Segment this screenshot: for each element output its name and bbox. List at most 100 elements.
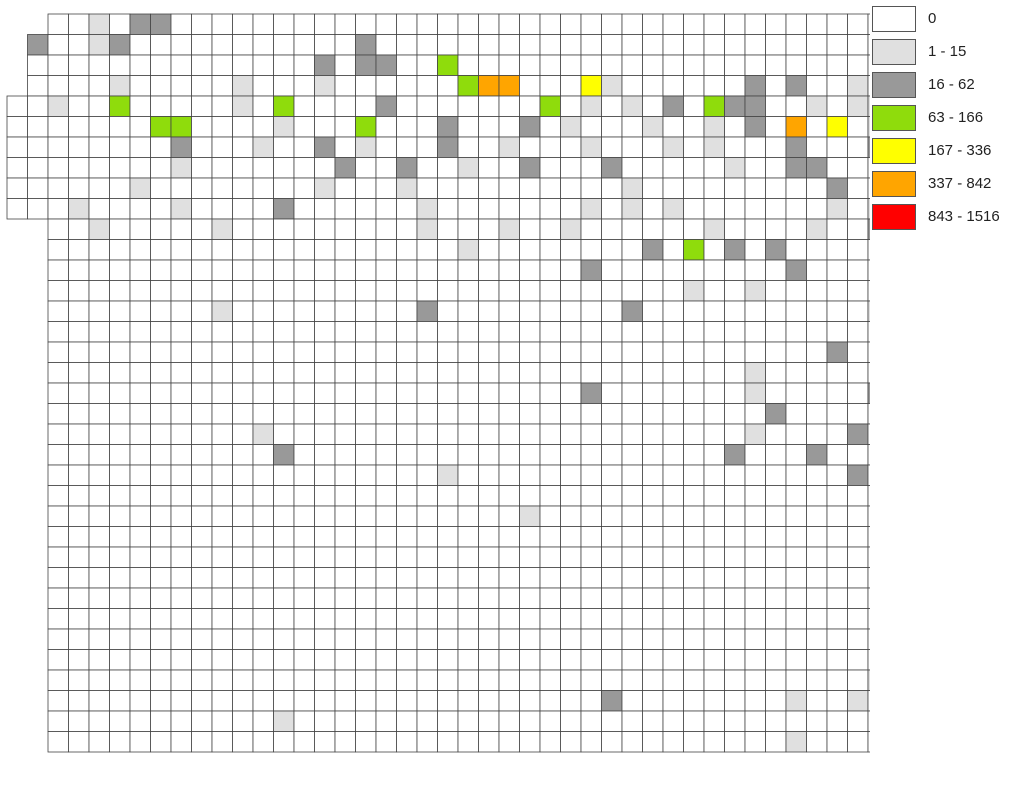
grid-cell	[170, 464, 192, 486]
grid-cell	[191, 587, 213, 609]
grid-cell	[519, 34, 541, 56]
grid-cell	[232, 587, 254, 609]
grid-cell	[211, 280, 233, 302]
grid-cell	[519, 649, 541, 671]
grid-cell	[109, 136, 131, 158]
grid-cell	[150, 567, 172, 589]
grid-cell	[273, 13, 295, 35]
grid-cell	[621, 423, 643, 445]
grid-cell	[703, 75, 725, 97]
grid-cell	[416, 300, 438, 322]
grid-cell	[744, 567, 766, 589]
grid-cell	[826, 34, 848, 56]
grid-cell	[170, 341, 192, 363]
grid-cell	[662, 628, 684, 650]
grid-cell	[580, 321, 602, 343]
grid-cell	[416, 239, 438, 261]
grid-cell	[129, 628, 151, 650]
grid-cell	[642, 526, 664, 548]
grid-cell	[68, 34, 90, 56]
grid-cell	[724, 177, 746, 199]
grid-cell	[560, 218, 582, 240]
choropleth-grid-map	[6, 13, 870, 753]
grid-cell	[457, 341, 479, 363]
grid-cell	[744, 464, 766, 486]
grid-cell	[867, 75, 870, 97]
grid-cell	[683, 136, 705, 158]
grid-cell	[785, 649, 807, 671]
grid-cell	[560, 546, 582, 568]
grid-cell	[109, 218, 131, 240]
grid-cell	[109, 444, 131, 466]
grid-cell	[457, 300, 479, 322]
grid-cell	[498, 157, 520, 179]
grid-cell	[662, 464, 684, 486]
grid-cell	[498, 444, 520, 466]
grid-cell	[375, 546, 397, 568]
grid-cell	[355, 34, 377, 56]
grid-cell	[601, 157, 623, 179]
grid-cell	[314, 280, 336, 302]
grid-cell	[867, 136, 870, 158]
grid-cell	[68, 690, 90, 712]
grid-cell	[396, 136, 418, 158]
grid-cell	[68, 362, 90, 384]
grid-cell	[765, 444, 787, 466]
grid-cell	[457, 198, 479, 220]
grid-cell	[601, 669, 623, 691]
grid-cell	[580, 485, 602, 507]
grid-cell	[437, 341, 459, 363]
grid-cell	[293, 382, 315, 404]
grid-cell	[47, 505, 69, 527]
grid-cell	[293, 34, 315, 56]
grid-cell	[724, 690, 746, 712]
grid-cell	[232, 341, 254, 363]
grid-cell	[765, 485, 787, 507]
grid-cell	[683, 382, 705, 404]
grid-cell	[191, 157, 213, 179]
grid-cell	[826, 136, 848, 158]
grid-cell	[334, 628, 356, 650]
grid-cell	[211, 54, 233, 76]
grid-cell	[68, 649, 90, 671]
grid-cell	[580, 731, 602, 753]
grid-cell	[785, 177, 807, 199]
grid-cell	[498, 628, 520, 650]
grid-cell	[826, 464, 848, 486]
legend-swatch	[872, 105, 916, 131]
grid-cell	[601, 587, 623, 609]
grid-cell	[47, 239, 69, 261]
grid-cell	[539, 177, 561, 199]
grid-cell	[314, 239, 336, 261]
grid-cell	[867, 669, 870, 691]
grid-cell	[170, 136, 192, 158]
grid-cell	[252, 526, 274, 548]
grid-cell	[519, 710, 541, 732]
grid-cell	[68, 300, 90, 322]
grid-cell	[642, 423, 664, 445]
grid-cell	[293, 280, 315, 302]
grid-cell	[211, 239, 233, 261]
grid-cell	[580, 341, 602, 363]
grid-cell	[88, 239, 110, 261]
grid-cell	[765, 669, 787, 691]
grid-cell	[867, 567, 870, 589]
grid-cell	[211, 649, 233, 671]
grid-cell	[314, 13, 336, 35]
grid-cell	[6, 177, 28, 199]
grid-cell	[396, 259, 418, 281]
grid-cell	[211, 259, 233, 281]
grid-cell	[27, 116, 49, 138]
grid-cell	[109, 608, 131, 630]
grid-cell	[170, 280, 192, 302]
grid-cell	[334, 710, 356, 732]
grid-cell	[457, 157, 479, 179]
grid-cell	[478, 382, 500, 404]
grid-cell	[785, 587, 807, 609]
grid-cell	[724, 485, 746, 507]
grid-cell	[109, 505, 131, 527]
grid-cell	[642, 710, 664, 732]
grid-cell	[662, 136, 684, 158]
grid-cell	[211, 444, 233, 466]
grid-cell	[88, 649, 110, 671]
